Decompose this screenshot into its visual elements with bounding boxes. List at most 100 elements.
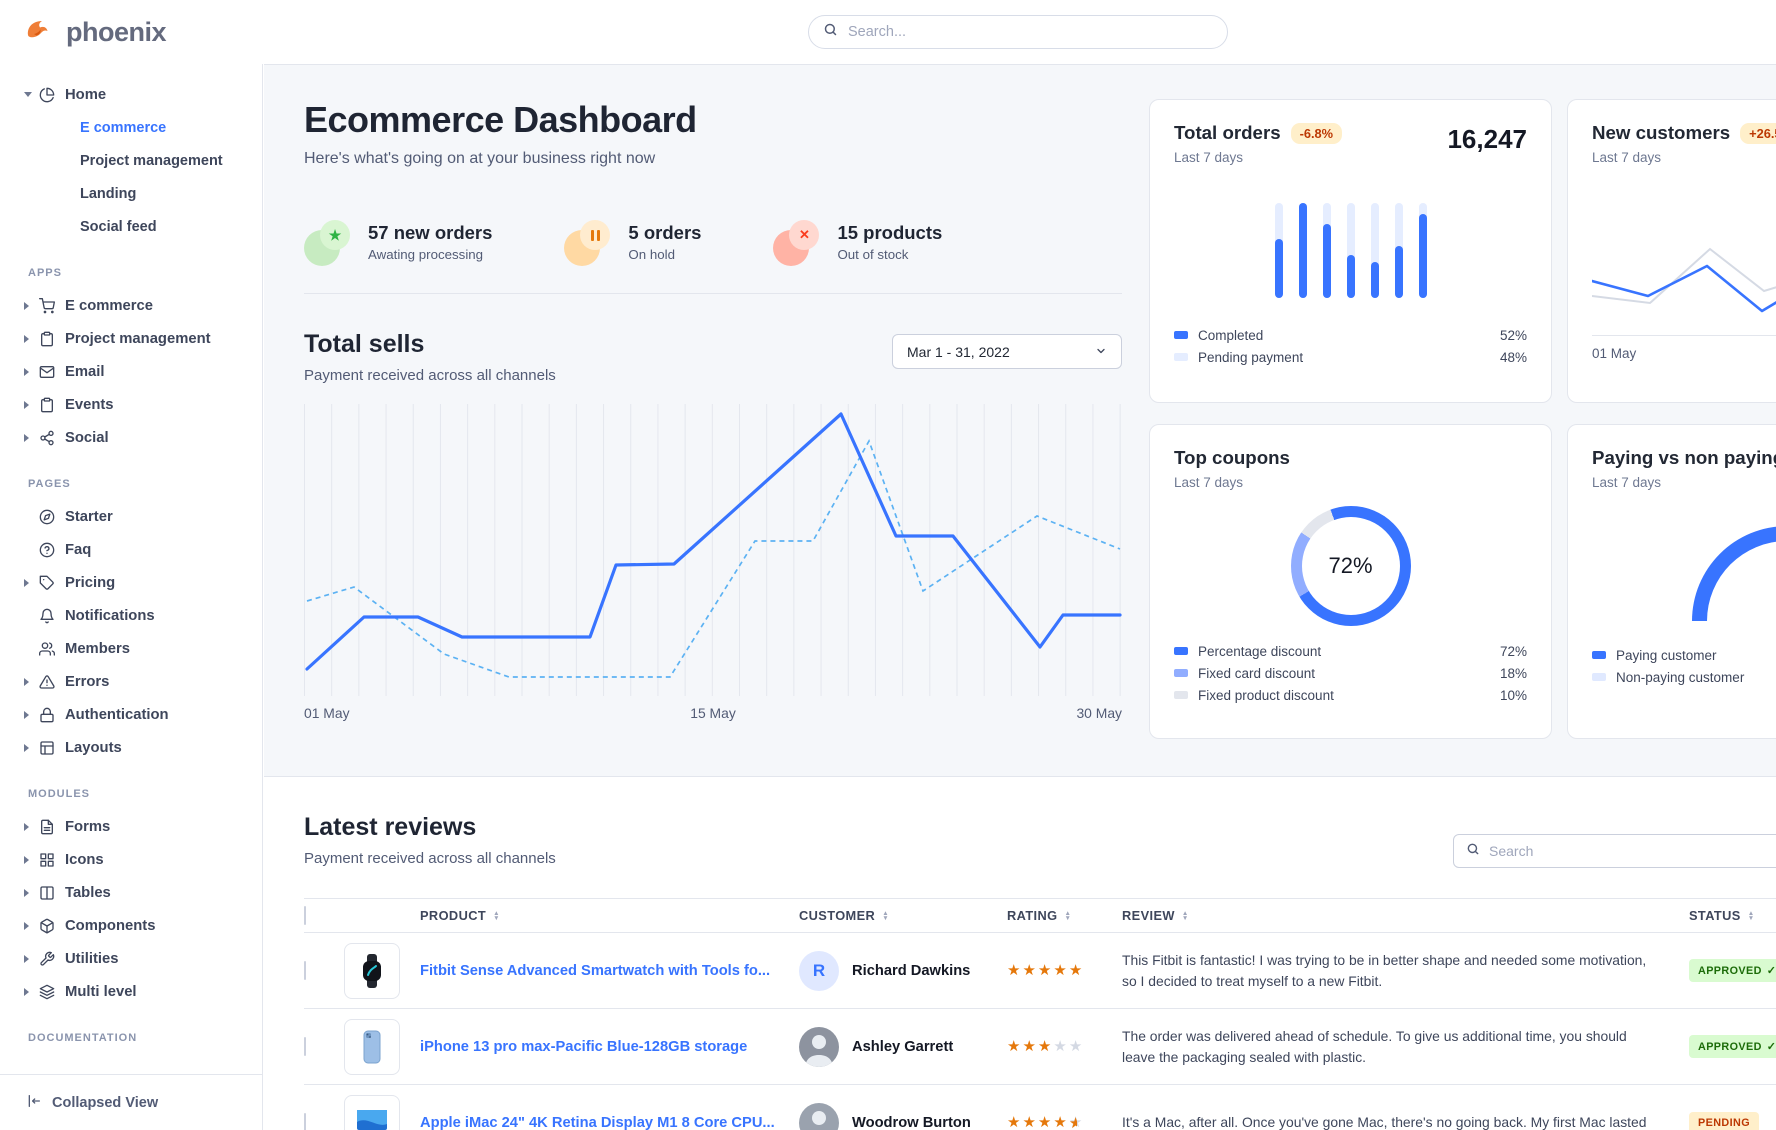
brand-name: phoenix	[66, 16, 167, 47]
sidebar-subitem-landing[interactable]: Landing	[80, 185, 137, 202]
stat-value: 5 orders	[628, 222, 702, 243]
bell-icon	[39, 608, 65, 624]
sidebar-item-home[interactable]: Home	[0, 78, 262, 111]
sidebar-item-label: Errors	[65, 673, 110, 690]
sidebar-item-label: Project management	[65, 330, 211, 347]
product-link[interactable]: Fitbit Sense Advanced Smartwatch with To…	[420, 962, 771, 979]
review-row-1: Fitbit Sense Advanced Smartwatch with To…	[304, 933, 1776, 1009]
select-all-checkbox[interactable]	[304, 905, 306, 925]
legend-label: Fixed product discount	[1198, 687, 1334, 703]
sidebar-item-email[interactable]: Email	[0, 355, 262, 388]
row-checkbox[interactable]	[304, 1112, 306, 1130]
sidebar-subitem-project-management[interactable]: Project management	[80, 152, 223, 169]
status-badge: APPROVED ✓	[1689, 1035, 1776, 1058]
column-header-status[interactable]: STATUS ▲ ▼	[1689, 908, 1776, 923]
order-bar-4	[1346, 203, 1355, 298]
avatar: R	[799, 950, 839, 991]
column-header-rating[interactable]: RATING ▲ ▼	[1007, 908, 1122, 923]
sidebar-item-utilities[interactable]: Utilities	[0, 942, 262, 975]
file-text-icon	[39, 819, 65, 835]
column-header-product[interactable]: PRODUCT ▲ ▼	[420, 908, 799, 923]
top-coupons-card: Top coupons Last 7 days 72% Percentage d…	[1149, 424, 1552, 739]
layers-icon	[39, 984, 65, 1000]
caret-right-icon	[24, 579, 39, 587]
column-header-customer[interactable]: CUSTOMER ▲ ▼	[799, 908, 1007, 923]
nav-section-label-pages: PAGES	[28, 478, 71, 490]
sidebar-item-events[interactable]: Events	[0, 388, 262, 421]
help-circle-icon	[39, 542, 65, 558]
sidebar-item-tables[interactable]: Tables	[0, 876, 262, 909]
search-input[interactable]	[848, 24, 1213, 40]
total-orders-legend-item-completed: Completed 52%	[1174, 324, 1527, 346]
sidebar-item-authentication[interactable]: Authentication	[0, 698, 262, 731]
review-row-2: iPhone 13 pro max-Pacific Blue-128GB sto…	[304, 1009, 1776, 1085]
sidebar-item-components[interactable]: Components	[0, 909, 262, 942]
total-orders-period: Last 7 days	[1174, 150, 1244, 165]
row-checkbox[interactable]	[304, 960, 306, 980]
reviews-table-body: Fitbit Sense Advanced Smartwatch with To…	[304, 933, 1776, 1130]
sidebar-item-notifications[interactable]: Notifications	[0, 599, 262, 632]
top-navbar: phoenix	[0, 0, 1776, 64]
total-orders-legend: Completed 52% Pending payment 48%	[1174, 324, 1527, 368]
product-link[interactable]: iPhone 13 pro max-Pacific Blue-128GB sto…	[420, 1038, 748, 1055]
sidebar-item-label: Utilities	[65, 950, 119, 967]
row-checkbox[interactable]	[304, 1036, 306, 1056]
x-status-icon: ✕	[773, 218, 821, 266]
paying-legend: Paying customer Non-paying customer	[1592, 644, 1776, 688]
legend-swatch	[1174, 691, 1188, 699]
total-sells-title: Total sells	[304, 330, 425, 358]
sidebar-item-pricing[interactable]: Pricing	[0, 566, 262, 599]
new-customers-card: New customers +26.5% Last 7 days 01 May	[1567, 99, 1776, 403]
sidebar-item-errors[interactable]: Errors	[0, 665, 262, 698]
grid-icon	[39, 852, 65, 868]
sidebar-item-label: Icons	[65, 851, 104, 868]
caret-right-icon	[24, 922, 39, 930]
stat-value: 15 products	[837, 222, 943, 243]
sidebar-item-starter[interactable]: Starter	[0, 500, 262, 533]
sidebar-item-forms[interactable]: Forms	[0, 810, 262, 843]
sidebar-subitem-social-feed[interactable]: Social feed	[80, 218, 157, 235]
sidebar-item-project-management[interactable]: Project management	[0, 322, 262, 355]
paying-vs-nonpaying-card: Paying vs non paying Last 7 days Paying …	[1567, 424, 1776, 739]
legend-swatch	[1174, 331, 1188, 339]
stat-on-hold: 5 orders On hold	[564, 218, 701, 266]
sidebar-item-e-commerce[interactable]: E commerce	[0, 289, 262, 322]
star-status-icon: ★	[304, 218, 352, 266]
date-range-select[interactable]: Mar 1 - 31, 2022	[892, 334, 1122, 369]
collapse-view-button[interactable]: Collapsed View	[0, 1074, 262, 1130]
tag-icon	[39, 575, 65, 591]
sort-icon: ▲ ▼	[1747, 909, 1755, 922]
sidebar-item-social[interactable]: Social	[0, 421, 262, 454]
legend-label: Non-paying customer	[1616, 669, 1745, 685]
review-text: It's a Mac, after all. Once you've gone …	[1122, 1114, 1647, 1130]
sidebar-item-faq[interactable]: Faq	[0, 533, 262, 566]
main-content: Ecommerce Dashboard Here's what's going …	[264, 64, 1776, 1130]
reviews-search-input[interactable]	[1489, 843, 1775, 859]
product-link[interactable]: Apple iMac 24" 4K Retina Display M1 8 Co…	[420, 1114, 775, 1130]
sidebar-item-layouts[interactable]: Layouts	[0, 731, 262, 764]
total-orders-legend-item-pending-payment: Pending payment 48%	[1174, 346, 1527, 368]
sidebar-item-icons[interactable]: Icons	[0, 843, 262, 876]
avatar	[799, 1102, 839, 1130]
sidebar-item-members[interactable]: Members	[0, 632, 262, 665]
quick-stats-row: ★ 57 new orders Awating processing 5 orders…	[304, 218, 1122, 266]
rating-stars: ★★★★★	[1007, 1038, 1085, 1055]
product-thumbnail-imac	[344, 1094, 400, 1130]
legend-swatch	[1174, 647, 1188, 655]
nav-section-label-apps: APPS	[28, 267, 62, 279]
review-text: This Fitbit is fantastic! I was trying t…	[1122, 952, 1647, 989]
sidebar-item-multi-level[interactable]: Multi level	[0, 975, 262, 1008]
stat-awating-processing: ★ 57 new orders Awating processing	[304, 218, 492, 266]
sidebar-item-label: Notifications	[65, 607, 155, 624]
sort-icon: ▲ ▼	[493, 909, 500, 922]
column-header-review[interactable]: REVIEW ▲ ▼	[1122, 908, 1689, 923]
dashboard-section: Ecommerce Dashboard Here's what's going …	[264, 64, 1776, 777]
sidebar-subitem-e-commerce[interactable]: E commerce	[80, 119, 167, 136]
status-badge: PENDING	[1689, 1111, 1759, 1130]
order-bar-2	[1298, 203, 1307, 298]
customer-cell: Woodrow Burton	[799, 1102, 1007, 1130]
column-label: STATUS	[1689, 908, 1741, 923]
legend-label: Pending payment	[1198, 349, 1304, 365]
brand-logo[interactable]: phoenix	[0, 14, 167, 51]
order-bar-1	[1274, 203, 1283, 298]
